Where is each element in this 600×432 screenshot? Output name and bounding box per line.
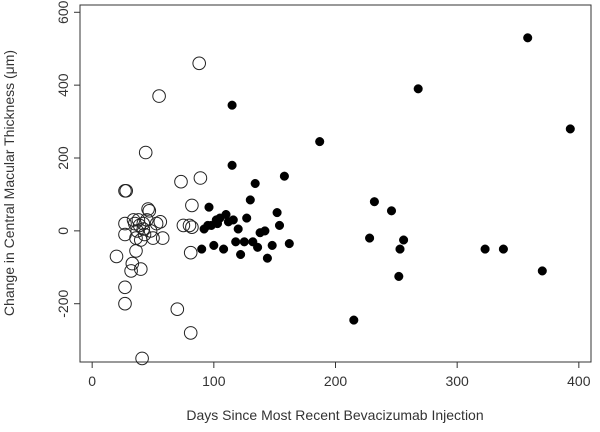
data-point-open (193, 171, 208, 185)
data-point-filled (227, 100, 237, 110)
data-point-open (131, 213, 146, 227)
data-point-filled (204, 202, 214, 212)
data-point-filled (239, 237, 249, 247)
y-axis-title: Change in Central Macular Thickness (μm) (1, 50, 17, 316)
y-axis: -200 0 200 400 600 (55, 0, 80, 318)
x-axis: 0 100 200 300 400 (88, 362, 591, 389)
data-point-filled (262, 253, 272, 263)
data-points (109, 33, 575, 366)
data-point-filled (267, 240, 277, 250)
data-point-filled (369, 197, 379, 207)
x-axis-title: Days Since Most Recent Bevacizumab Injec… (186, 407, 483, 423)
data-point-filled (565, 124, 575, 134)
data-point-filled (231, 237, 241, 247)
data-point-open (153, 215, 168, 229)
data-point-filled (197, 244, 207, 254)
data-point-open (118, 216, 132, 231)
data-point-filled (386, 206, 397, 216)
data-point-filled (480, 244, 490, 254)
x-tick-label: 200 (324, 373, 348, 389)
data-point-open (192, 56, 206, 71)
data-point-filled (394, 271, 404, 281)
data-point-open (109, 249, 124, 264)
y-tick-label: 200 (55, 146, 71, 170)
data-point-filled (228, 215, 238, 225)
data-point-open (183, 245, 198, 260)
x-tick-label: 300 (445, 373, 469, 389)
data-point-filled (279, 171, 289, 181)
data-point-filled (523, 33, 533, 43)
data-point-filled (365, 233, 375, 243)
data-point-open (174, 174, 188, 189)
data-point-filled (233, 224, 243, 234)
data-point-open (142, 204, 157, 218)
data-point-filled (272, 208, 282, 218)
data-point-filled (349, 315, 359, 325)
y-tick-label: 0 (55, 227, 71, 235)
data-point-filled (399, 235, 409, 245)
data-point-open (185, 220, 199, 234)
data-point-filled (209, 240, 219, 250)
data-point-filled (274, 220, 285, 230)
y-tick-label: 600 (55, 0, 71, 24)
data-point-filled (413, 84, 423, 94)
data-point-open (118, 280, 132, 295)
x-tick-label: 400 (567, 373, 591, 389)
data-point-open (183, 326, 198, 340)
x-tick-label: 100 (202, 373, 226, 389)
y-tick-label: 400 (55, 73, 71, 97)
data-point-open (118, 296, 132, 311)
data-point-filled (537, 266, 547, 276)
data-point-open (138, 145, 153, 160)
data-point-open (118, 184, 132, 198)
data-point-open (136, 222, 151, 236)
data-point-filled (395, 244, 405, 254)
data-point-open (155, 231, 170, 245)
data-point-filled (219, 244, 229, 254)
data-point-open (152, 89, 166, 103)
x-tick-label: 0 (88, 373, 96, 389)
y-tick-label: -200 (55, 289, 71, 317)
data-point-filled (284, 239, 294, 249)
data-point-open (141, 202, 155, 216)
data-point-filled (498, 244, 508, 254)
data-point-open (135, 351, 149, 366)
data-point-open (124, 264, 138, 278)
data-point-open (134, 262, 148, 276)
data-point-open (185, 198, 199, 213)
data-point-open (170, 302, 185, 317)
plot-frame (79, 4, 592, 363)
data-point-open (136, 216, 151, 231)
data-point-filled (253, 242, 263, 252)
data-point-open (125, 256, 140, 271)
data-point-open (182, 218, 197, 233)
data-point-open (119, 184, 133, 198)
data-point-filled (260, 226, 270, 236)
data-point-filled (227, 160, 237, 170)
data-point-open (176, 218, 191, 233)
data-point-filled (236, 249, 246, 260)
data-point-filled (245, 195, 255, 205)
data-point-open (146, 231, 160, 245)
data-point-filled (250, 178, 260, 189)
data-point-filled (242, 213, 252, 223)
data-point-filled (315, 137, 325, 147)
